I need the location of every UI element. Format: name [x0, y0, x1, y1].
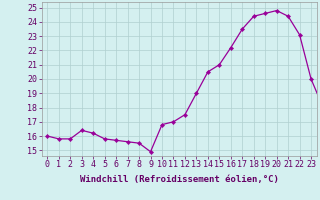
X-axis label: Windchill (Refroidissement éolien,°C): Windchill (Refroidissement éolien,°C): [80, 175, 279, 184]
